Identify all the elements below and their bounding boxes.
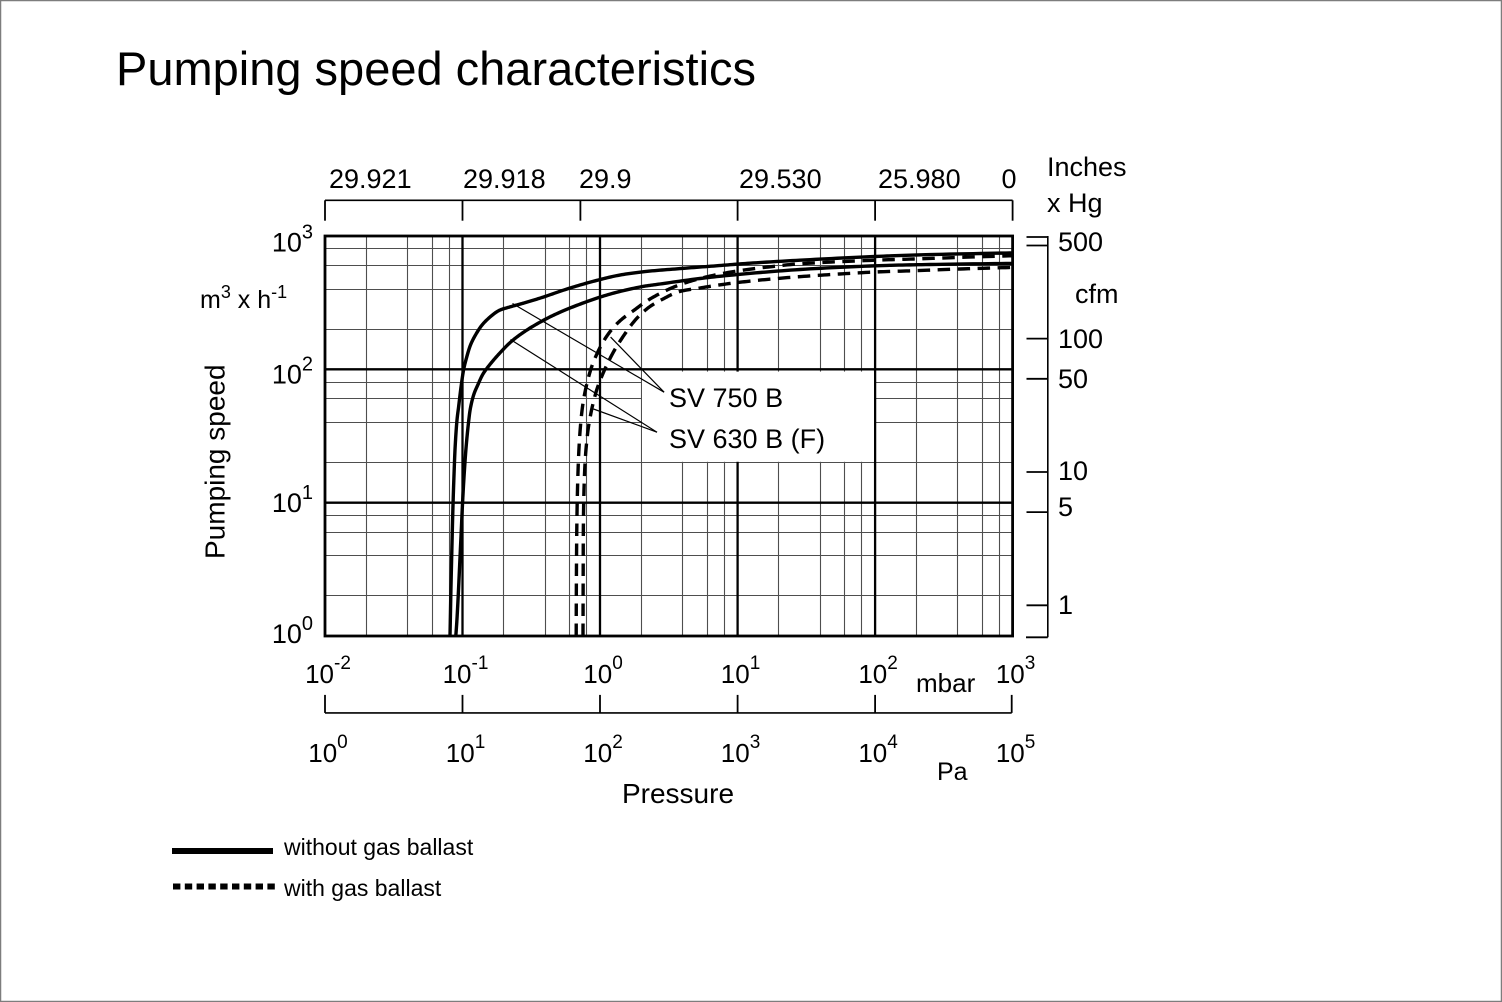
svg-text:SV 630 B (F): SV 630 B (F) (669, 424, 825, 454)
svg-text:5: 5 (1058, 492, 1073, 522)
svg-text:Pressure: Pressure (622, 778, 734, 809)
svg-text:29.530: 29.530 (739, 164, 822, 194)
svg-text:without gas ballast: without gas ballast (283, 834, 474, 860)
svg-text:1: 1 (1058, 590, 1073, 620)
svg-text:cfm: cfm (1075, 279, 1119, 309)
svg-text:50: 50 (1058, 364, 1088, 394)
svg-text:mbar: mbar (916, 668, 976, 698)
svg-text:Pa: Pa (937, 758, 968, 786)
svg-text:10: 10 (1058, 456, 1088, 486)
svg-text:Pumping speed characteristics: Pumping speed characteristics (116, 42, 756, 95)
svg-text:29.9: 29.9 (579, 164, 632, 194)
svg-text:x Hg: x Hg (1047, 188, 1103, 218)
svg-text:SV 750 B: SV 750 B (669, 383, 783, 413)
svg-text:100: 100 (1058, 324, 1103, 354)
svg-text:0: 0 (1001, 164, 1016, 194)
svg-text:25.980: 25.980 (878, 164, 961, 194)
svg-text:with gas ballast: with gas ballast (283, 875, 442, 901)
svg-text:Pumping speed: Pumping speed (200, 364, 231, 559)
svg-text:29.918: 29.918 (463, 164, 546, 194)
svg-text:500: 500 (1058, 227, 1103, 257)
svg-text:Inches: Inches (1047, 152, 1127, 182)
svg-text:29.921: 29.921 (329, 164, 412, 194)
